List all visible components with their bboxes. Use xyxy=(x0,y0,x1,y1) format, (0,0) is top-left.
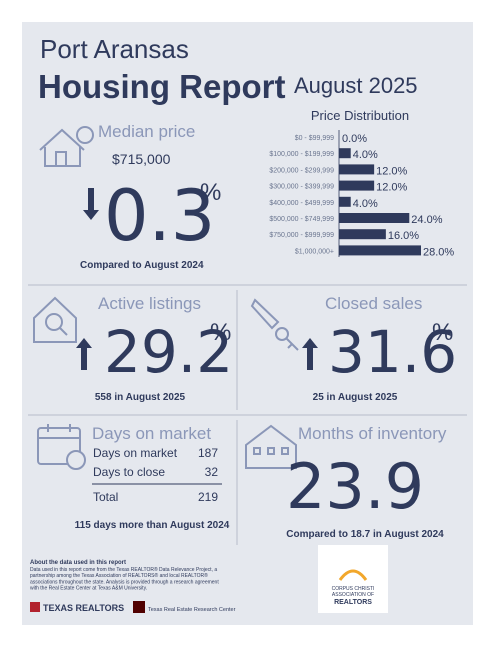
value-label: 4.0% xyxy=(353,198,378,210)
category-label: $1,000,000+ xyxy=(295,248,334,255)
arrow xyxy=(83,188,99,220)
value-label: 16.0% xyxy=(388,230,419,242)
category-label: $750,000 - $999,999 xyxy=(269,232,334,239)
tr-mark xyxy=(30,602,40,612)
calendar-icon xyxy=(37,424,86,470)
value-label: 24.0% xyxy=(411,214,442,226)
chart-title: Price Distribution xyxy=(311,108,409,123)
arrow xyxy=(76,338,92,370)
card xyxy=(22,22,473,625)
unit: % xyxy=(432,319,453,346)
ccar-logo xyxy=(318,545,388,613)
value-label: 28.0% xyxy=(423,246,454,258)
arrow-shape xyxy=(302,338,318,370)
change: 31.6 xyxy=(328,318,457,386)
value-label: 4.0% xyxy=(353,149,378,161)
total-label: Total xyxy=(93,490,118,504)
logo-text: ASSOCIATION OF xyxy=(332,592,374,598)
city: Port Aransas xyxy=(40,34,189,64)
trerc-mark xyxy=(133,601,145,613)
bar xyxy=(339,229,386,240)
change: 0.3 xyxy=(104,175,215,257)
change: 29.2 xyxy=(104,318,233,386)
label: Months of inventory xyxy=(298,424,447,443)
about-line: Data used in this report come from the T… xyxy=(30,566,217,573)
category-label: $500,000 - $749,999 xyxy=(269,216,334,223)
comparison: 558 in August 2025 xyxy=(95,392,186,403)
category-label: $400,000 - $499,999 xyxy=(269,200,334,207)
about-line: associations throughout the state. Analy… xyxy=(30,579,219,585)
sun xyxy=(338,569,368,581)
bar xyxy=(339,196,351,207)
category-label: $0 - $99,999 xyxy=(295,135,334,142)
arrow xyxy=(302,338,318,370)
label: Active listings xyxy=(98,294,201,313)
row-label: Days on market xyxy=(93,446,178,460)
bar xyxy=(339,180,375,191)
building-icon xyxy=(245,424,297,469)
label: Closed sales xyxy=(325,294,422,313)
comparison: Compared to 18.7 in August 2024 xyxy=(286,529,444,540)
row-value: 187 xyxy=(198,446,218,460)
bar xyxy=(339,164,375,175)
house-icon xyxy=(39,126,94,167)
label: Median price xyxy=(98,122,195,141)
arrow-shape xyxy=(83,188,99,220)
category-label: $300,000 - $399,999 xyxy=(269,184,334,191)
about-line: partnership among the Texas Association … xyxy=(30,572,208,579)
comparison: Compared to August 2024 xyxy=(80,260,204,271)
logo-text: Texas Real Estate Research Center xyxy=(148,607,236,613)
comparison: 25 in August 2025 xyxy=(313,392,398,403)
about-line: with the Real Estate Center at Texas A&M… xyxy=(30,586,147,592)
logo-text: REALTORS xyxy=(334,599,372,606)
bar xyxy=(339,245,421,256)
value-label: 12.0% xyxy=(376,182,407,194)
title: Housing Report xyxy=(38,68,285,105)
arrow-shape xyxy=(76,338,92,370)
logo-text: TEXAS REALTORS xyxy=(43,603,124,613)
about-title: About the data used in this report xyxy=(30,560,126,566)
total-value: 219 xyxy=(198,490,218,504)
value: 23.9 xyxy=(286,450,424,523)
value: $715,000 xyxy=(112,151,171,167)
unit: % xyxy=(210,319,231,346)
row-label: Days to close xyxy=(93,465,165,479)
key-icon xyxy=(250,298,299,351)
dividers xyxy=(28,284,467,545)
search-icon xyxy=(33,296,77,343)
bar xyxy=(339,148,351,159)
label: Days on market xyxy=(92,424,211,443)
logo-text: CORPUS CHRISTI xyxy=(332,586,375,592)
comparison: 115 days more than August 2024 xyxy=(75,520,230,531)
category-label: $200,000 - $299,999 xyxy=(269,167,334,174)
category-label: $100,000 - $199,999 xyxy=(269,151,334,158)
bar xyxy=(339,213,410,223)
period: August 2025 xyxy=(294,73,418,98)
row-value: 32 xyxy=(205,465,219,479)
about-text: Data used in this report come from the T… xyxy=(30,566,219,592)
value-label: 12.0% xyxy=(376,165,407,177)
value-label: 0.0% xyxy=(342,133,367,145)
unit: % xyxy=(200,179,221,206)
